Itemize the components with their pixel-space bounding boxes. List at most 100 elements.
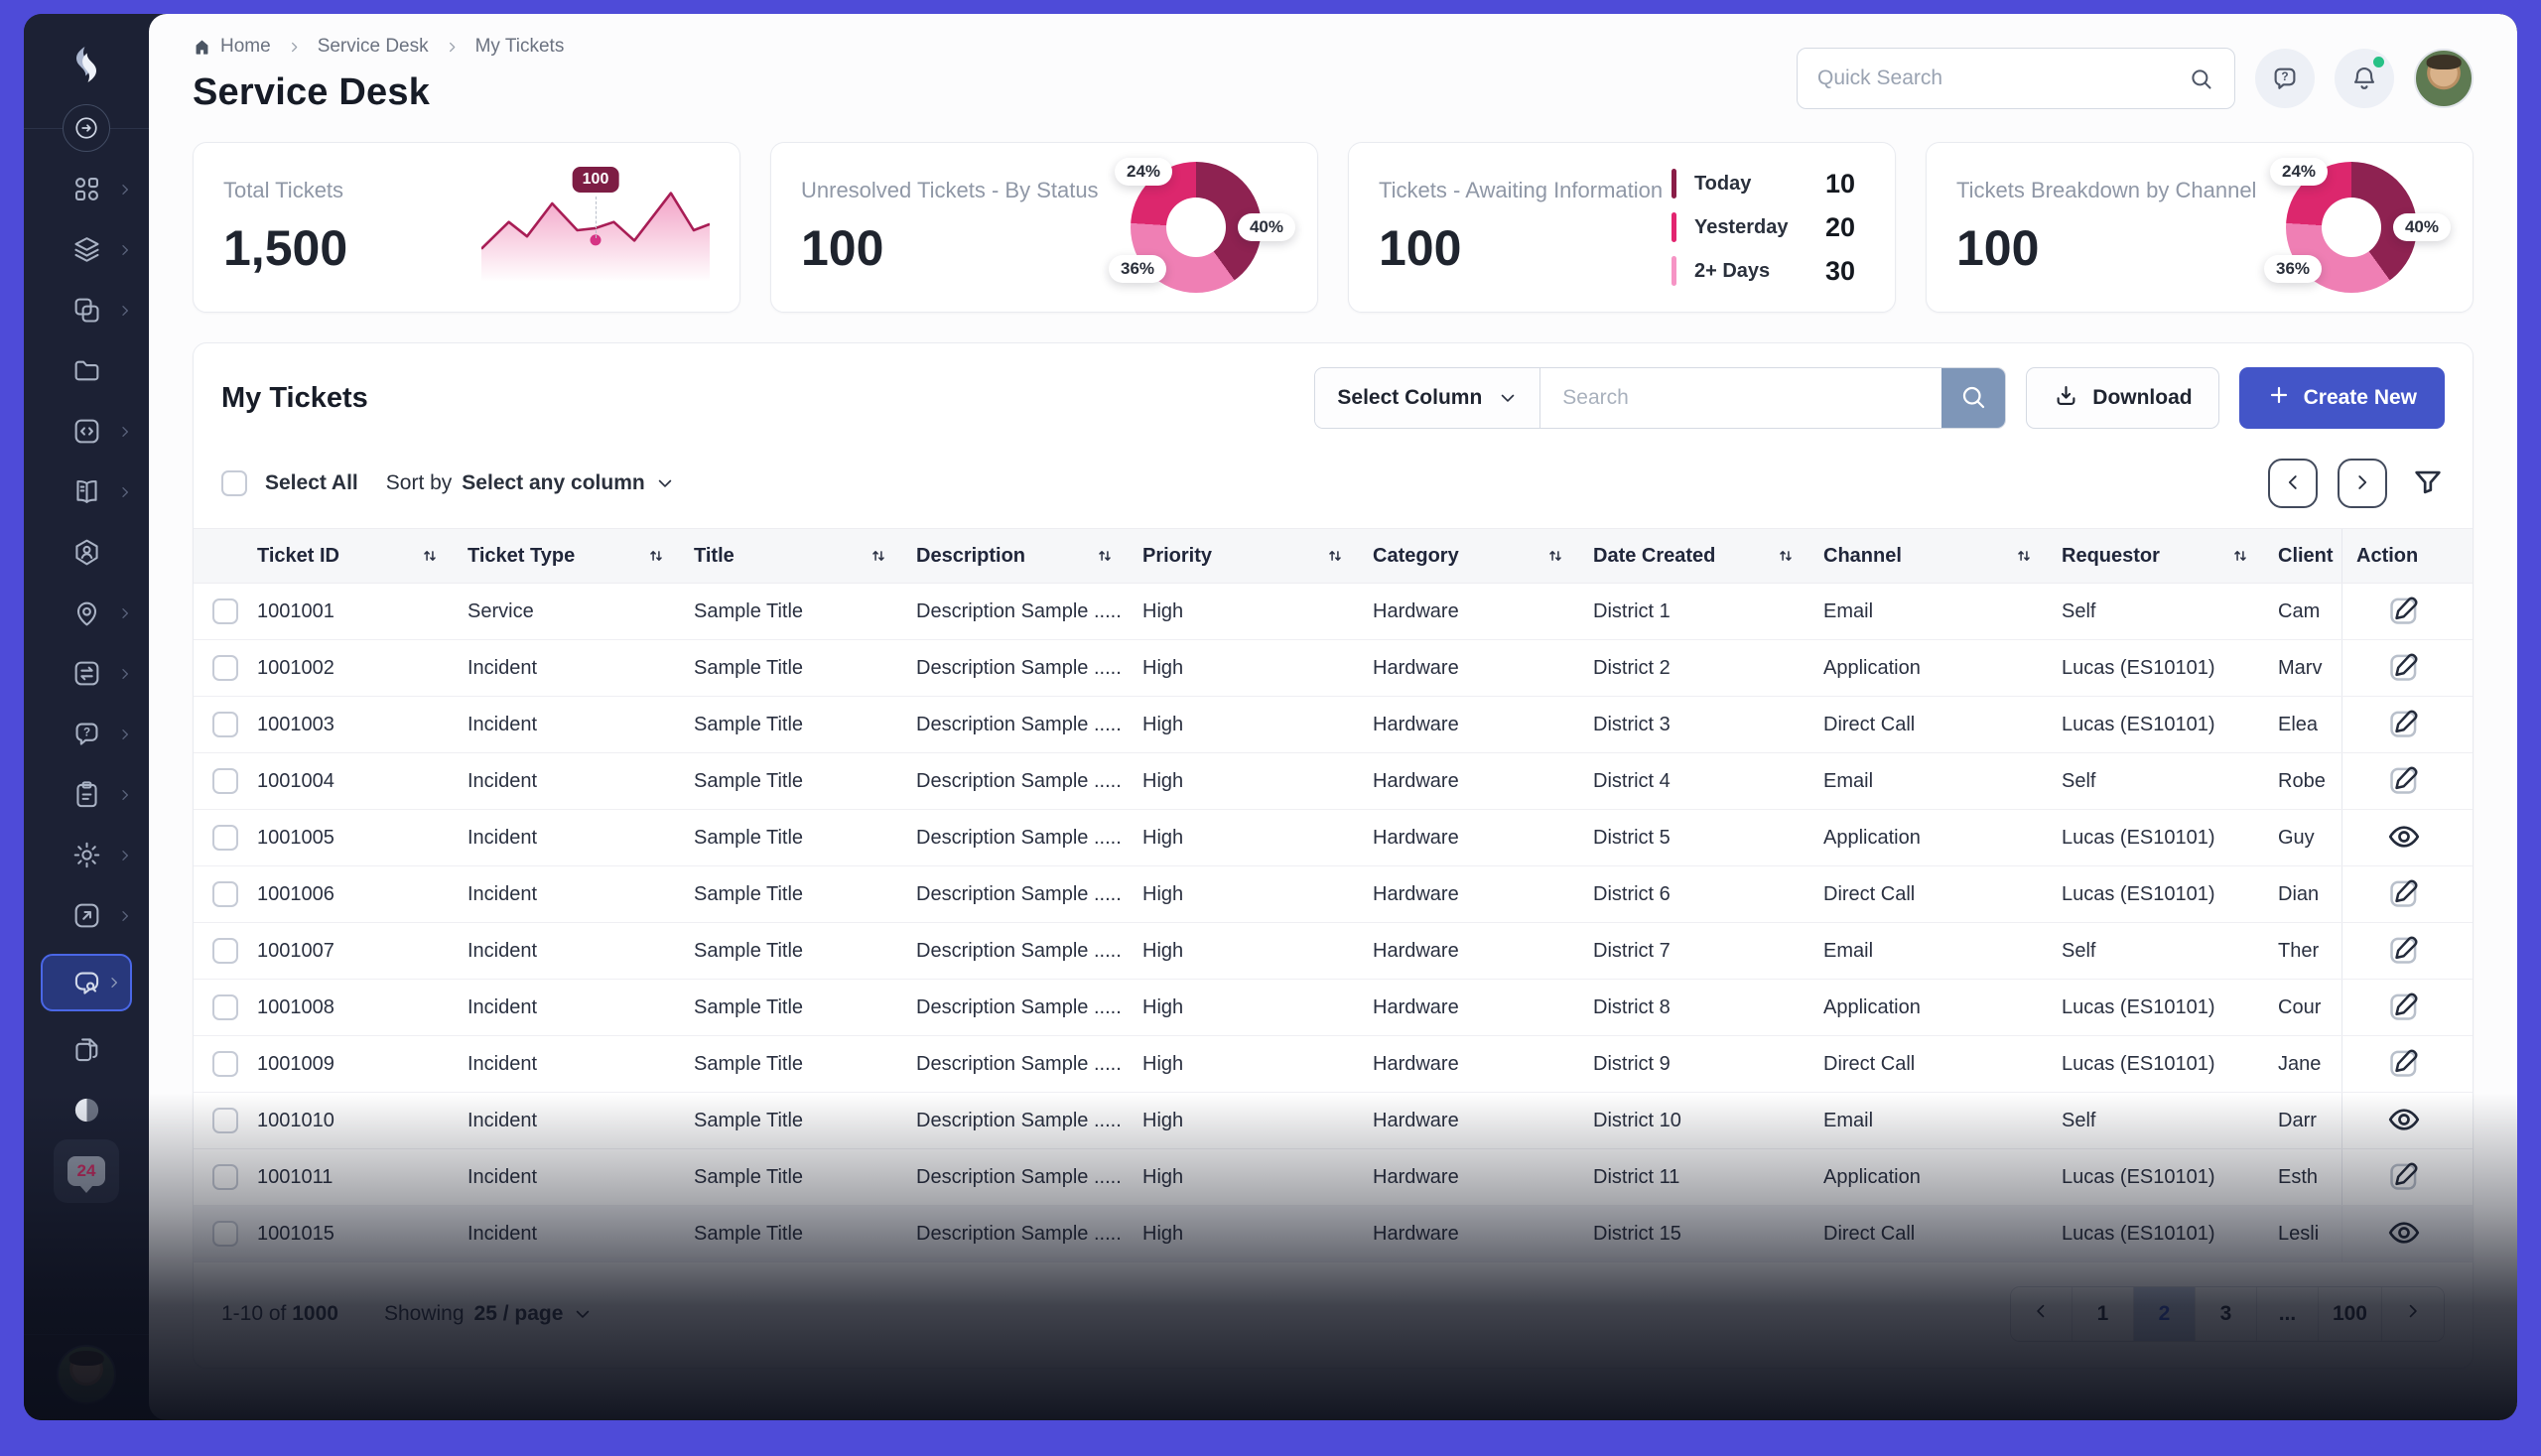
page-button-2[interactable]: 2 [2133, 1287, 2196, 1341]
sidebar-item-apps-grid[interactable] [24, 159, 149, 219]
sort-icon[interactable] [2014, 546, 2034, 566]
sort-icon[interactable] [646, 546, 666, 566]
column-header-priority[interactable]: Priority [1142, 529, 1373, 583]
sort-icon[interactable] [1325, 546, 1345, 566]
scroll-left-button[interactable] [2268, 459, 2318, 508]
sidebar-item-swap[interactable] [24, 643, 149, 704]
row-checkbox[interactable] [212, 768, 238, 794]
select-column-dropdown[interactable]: Select Column [1315, 368, 1541, 428]
sort-icon[interactable] [420, 546, 440, 566]
page-button-3[interactable]: 3 [2195, 1287, 2257, 1341]
edit-button[interactable] [2381, 1154, 2427, 1200]
column-header-requestor[interactable]: Requestor [2062, 529, 2278, 583]
next-page-button[interactable] [2382, 1287, 2444, 1341]
row-checkbox[interactable] [212, 655, 238, 681]
quick-search-input[interactable] [1817, 66, 2188, 90]
user-avatar[interactable] [2414, 49, 2474, 108]
column-header-channel[interactable]: Channel [1823, 529, 2062, 583]
chevron-right-icon [117, 484, 133, 500]
sidebar-item-hexagon-user[interactable] [24, 522, 149, 583]
breadcrumb-item[interactable]: Service Desk [317, 36, 429, 57]
download-button[interactable]: Download [2026, 367, 2219, 429]
row-checkbox[interactable] [212, 1221, 238, 1247]
row-checkbox[interactable] [212, 881, 238, 907]
sort-icon[interactable] [1545, 546, 1565, 566]
range-prefix: 1-10 of [221, 1302, 287, 1325]
cell-type: Incident [468, 995, 538, 1018]
view-button[interactable] [2381, 1098, 2427, 1143]
sidebar-item-badge[interactable]: 24 [24, 1138, 149, 1203]
sidebar-avatar[interactable] [57, 1345, 116, 1404]
column-header-title[interactable]: Title [694, 529, 916, 583]
column-header-ticket-type[interactable]: Ticket Type [468, 529, 694, 583]
sidebar-item-pages[interactable] [24, 1019, 149, 1080]
sort-icon[interactable] [2230, 546, 2250, 566]
cell-description: Description Sample ..... [916, 1052, 1122, 1075]
column-header-date-created[interactable]: Date Created [1593, 529, 1823, 583]
sort-icon[interactable] [1095, 546, 1115, 566]
sidebar-item-gear[interactable] [24, 825, 149, 885]
sidebar-item-chat-search[interactable] [24, 946, 149, 1019]
row-checkbox[interactable] [212, 825, 238, 851]
sidebar-item-folder[interactable] [24, 340, 149, 401]
cell-channel: Direct Call [1823, 1222, 1916, 1245]
sort-icon[interactable] [869, 546, 888, 566]
prev-page-button[interactable] [2010, 1287, 2073, 1341]
row-checkbox[interactable] [212, 938, 238, 964]
table-search-input[interactable] [1540, 368, 1942, 428]
edit-button[interactable] [2381, 928, 2427, 974]
legend-value: 10 [1824, 168, 1855, 199]
edit-button[interactable] [2381, 589, 2427, 634]
scroll-right-button[interactable] [2338, 459, 2387, 508]
question-bubble-icon: ? [71, 719, 102, 749]
view-button[interactable] [2381, 815, 2427, 860]
sort-by-dropdown[interactable]: Sort by Select any column [386, 471, 675, 495]
cell-channel: Direct Call [1823, 1052, 1916, 1075]
sidebar-footer [24, 1334, 149, 1420]
sidebar-item-clipboard[interactable] [24, 764, 149, 825]
page-button-1[interactable]: 1 [2072, 1287, 2134, 1341]
sidebar-item-layers[interactable] [24, 219, 149, 280]
table-toolbar: Select Column Download C [1314, 367, 2445, 429]
cell-date-created: District 9 [1593, 1052, 1671, 1075]
sidebar-item-theme-toggle[interactable] [24, 1080, 149, 1140]
page-button-100[interactable]: 100 [2318, 1287, 2382, 1341]
create-new-button[interactable]: Create New [2238, 367, 2445, 429]
search-submit-button[interactable] [1941, 368, 2006, 428]
sidebar-item-code-square[interactable] [24, 401, 149, 462]
row-checkbox[interactable] [212, 1164, 238, 1190]
table-footer: 1-10 of 1000 Showing 25 / page 1 2 3... 100 [194, 1262, 2473, 1368]
select-all-checkbox[interactable] [221, 470, 247, 496]
sidebar-item-question-bubble[interactable]: ? [24, 704, 149, 764]
edit-button[interactable] [2381, 1041, 2427, 1087]
sidebar-item-external-link[interactable] [24, 885, 149, 946]
column-header-ticket-id[interactable]: Ticket ID [257, 529, 468, 583]
breadcrumb-item[interactable]: My Tickets [474, 36, 565, 57]
help-button[interactable]: ? [2255, 49, 2315, 108]
view-button[interactable] [2381, 1211, 2427, 1257]
column-header-description[interactable]: Description [916, 529, 1142, 583]
edit-button[interactable] [2381, 702, 2427, 747]
cell-id: 1001004 [257, 769, 334, 792]
row-checkbox[interactable] [212, 994, 238, 1020]
edit-button[interactable] [2381, 985, 2427, 1030]
notifications-button[interactable] [2335, 49, 2394, 108]
breadcrumb-item[interactable]: Home [193, 36, 271, 58]
edit-button[interactable] [2381, 645, 2427, 691]
chevron-right-icon [117, 908, 133, 924]
edit-button[interactable] [2381, 871, 2427, 917]
row-checkbox[interactable] [212, 1051, 238, 1077]
row-checkbox[interactable] [212, 1108, 238, 1133]
edit-button[interactable] [2381, 758, 2427, 804]
sidebar-expand-button[interactable] [63, 104, 110, 152]
column-header-category[interactable]: Category [1373, 529, 1593, 583]
sidebar-item-book[interactable] [24, 462, 149, 522]
sidebar-item-location-pin[interactable] [24, 583, 149, 643]
sort-icon[interactable] [1776, 546, 1796, 566]
row-checkbox[interactable] [212, 598, 238, 624]
page-size-dropdown[interactable]: Showing 25 / page [384, 1302, 593, 1326]
filter-button[interactable] [2411, 465, 2445, 502]
sidebar-item-copy[interactable] [24, 280, 149, 340]
table-row: 1001011 Incident Sample Title Description S… [194, 1149, 2473, 1206]
row-checkbox[interactable] [212, 712, 238, 737]
